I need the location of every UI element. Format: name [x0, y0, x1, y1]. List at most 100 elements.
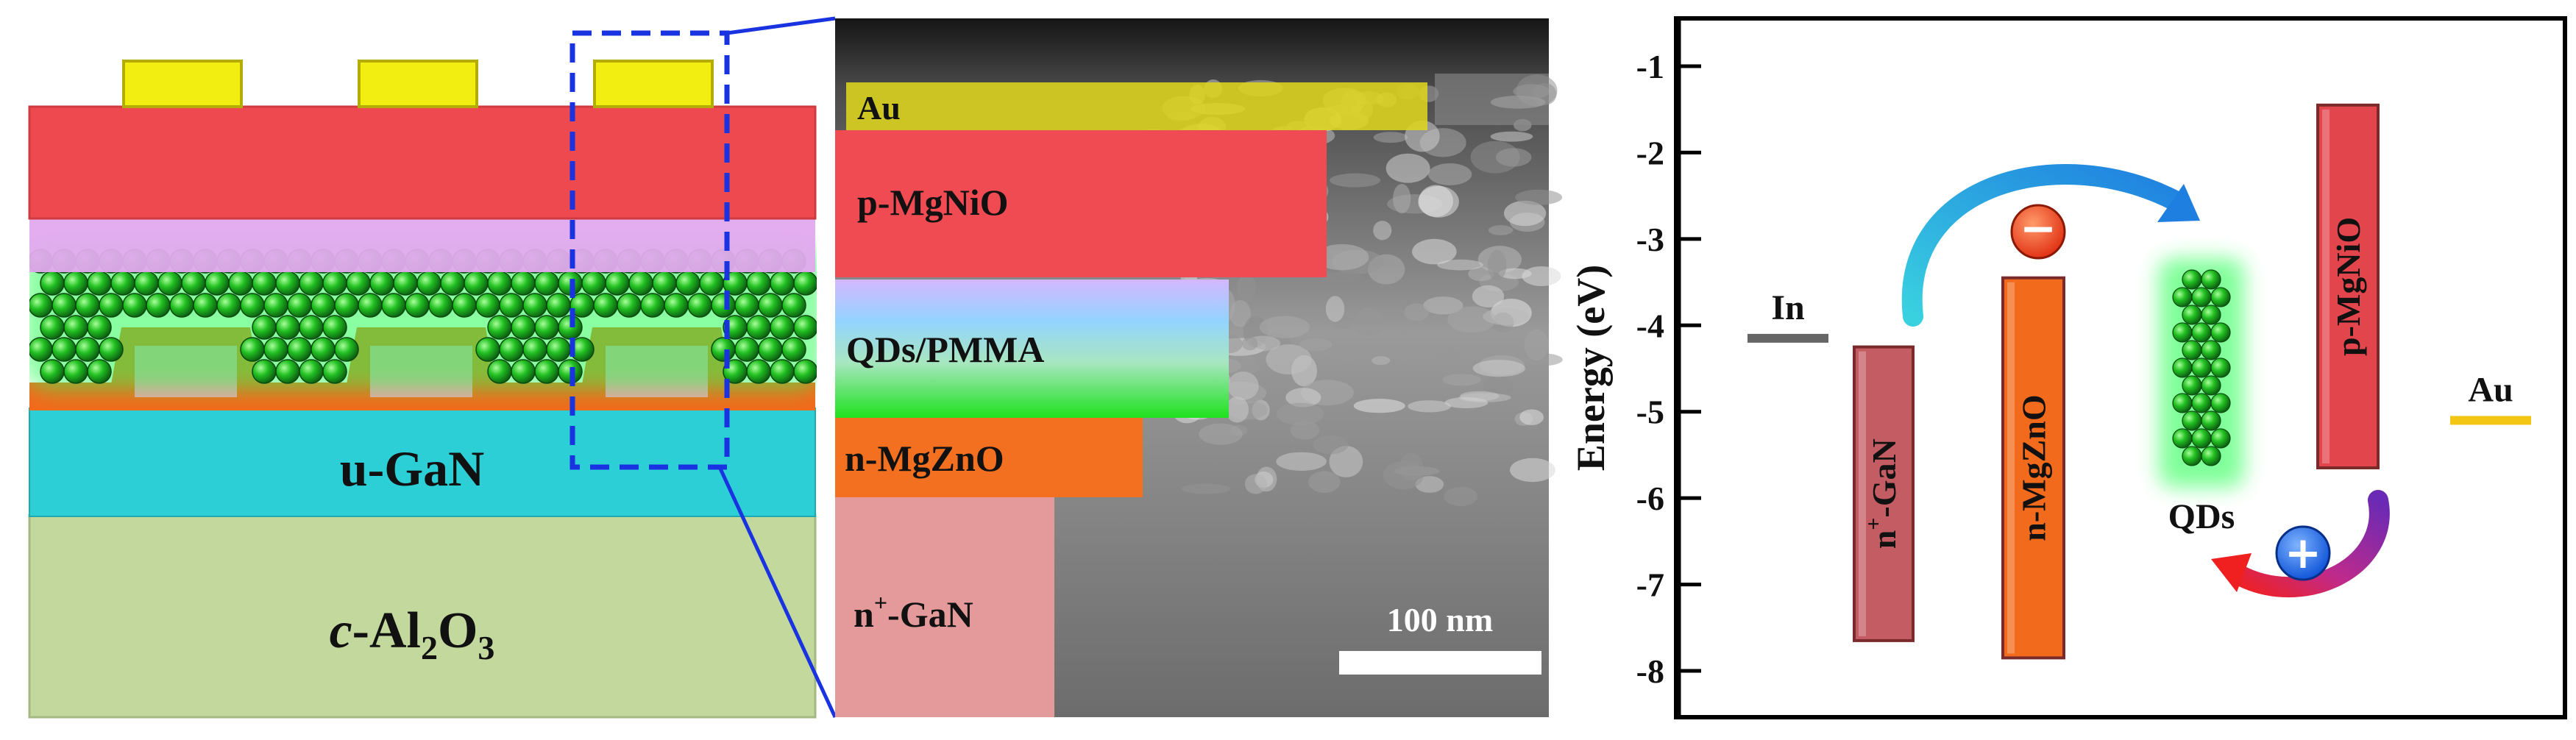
qd-dot: [758, 293, 783, 318]
sem-label-au: Au: [857, 89, 901, 127]
qd-dot: [475, 293, 500, 318]
sem-grain: [1447, 306, 1496, 333]
qd-dot: [487, 271, 512, 296]
electron-arrowhead: [2157, 184, 2200, 222]
scale-bar-label: 100 nm: [1387, 601, 1493, 638]
band-highlight: [2322, 109, 2330, 464]
sem-grain: [1276, 452, 1327, 471]
sem-grain: [1225, 396, 1249, 423]
qd-dot: [40, 315, 65, 340]
qd-dot: [2191, 322, 2212, 343]
sem-grain: [1308, 471, 1341, 493]
sem-grain: [1353, 399, 1405, 413]
level-label-qds: QDs: [2168, 497, 2235, 536]
qd-dot: [781, 337, 806, 362]
sem-grain: [1385, 153, 1430, 183]
qd-dot: [511, 271, 536, 296]
qd-dot: [181, 271, 206, 296]
band-n-mgzno: [2001, 276, 2065, 660]
sem-grain: [1259, 316, 1310, 338]
sem-grain: [1472, 360, 1525, 377]
qd-dot: [428, 293, 453, 318]
qd-dot: [2210, 287, 2231, 307]
qd-dot: [640, 293, 665, 318]
level-in: [1748, 333, 1828, 343]
sem-grain: [1313, 435, 1349, 455]
qd-dot: [393, 271, 418, 296]
qd-dot: [699, 271, 724, 296]
qd-dot: [440, 271, 465, 296]
qd-dot: [252, 359, 277, 384]
sem-grain: [1244, 474, 1267, 494]
qd-dot: [522, 293, 547, 318]
qd-dot: [711, 293, 736, 318]
qd-dot: [240, 337, 265, 362]
sem-grain: [1483, 307, 1530, 325]
qd-dot: [75, 293, 100, 318]
qd-dot: [63, 359, 88, 384]
qd-dot: [2191, 428, 2212, 449]
qd-dot: [299, 271, 324, 296]
qd-dot: [110, 271, 135, 296]
qd-dot: [746, 359, 771, 384]
au-contact-1: [122, 60, 243, 108]
qd-dot: [334, 293, 359, 318]
qd-dot: [275, 359, 300, 384]
qd-dot: [2182, 340, 2202, 360]
band-label-n-gan: n+-GaN: [1862, 438, 1903, 549]
y-axis-label: Energy (eV): [1569, 265, 1613, 471]
qd-dot: [29, 337, 53, 362]
y-tick-label: -5: [1636, 394, 1664, 431]
zoom-line-top: [726, 16, 836, 35]
energy-levels: In n+-GaN n-MgZnO QDs p-MgNiO Au: [1748, 103, 2531, 660]
qd-dot: [522, 337, 547, 362]
qd-dot: [2201, 269, 2221, 290]
qd-dot: [734, 293, 759, 318]
qd-dot: [346, 271, 371, 296]
y-tick-label: -8: [1636, 652, 1664, 690]
sem-label-qds-pmma: QDs/PMMA: [846, 329, 1044, 370]
sem-grain: [1444, 396, 1489, 409]
qd-dot: [770, 359, 795, 384]
sem-grain: [1236, 275, 1257, 299]
sem-label-n-mgzno: n-MgZnO: [845, 438, 1004, 479]
qd-dot: [452, 293, 477, 318]
qd-dot: [770, 271, 795, 296]
qd-dot: [146, 293, 171, 318]
y-tick-label: -3: [1636, 221, 1664, 258]
sem-grain: [1515, 189, 1563, 205]
qd-dot: [2201, 410, 2221, 431]
band-label-p-mgnio: p-MgNiO: [2330, 217, 2367, 356]
band-highlight: [1859, 351, 1866, 636]
y-tick-label: -1: [1636, 48, 1664, 85]
qd-dot: [487, 315, 512, 340]
qd-dot: [617, 293, 642, 318]
u-gan-label: u-GaN: [340, 441, 484, 497]
qd-dot: [581, 271, 606, 296]
qd-dot: [40, 359, 65, 384]
sem-grain: [1423, 296, 1463, 315]
device-schematic: u-GaN c-Al2O3: [28, 16, 837, 719]
qd-dot: [216, 293, 241, 318]
qd-dot: [322, 359, 347, 384]
hole-icon: [2275, 525, 2331, 581]
qd-dot: [593, 293, 618, 318]
hole-arrowhead: [2211, 553, 2252, 592]
sem-grain: [1404, 303, 1430, 321]
zoom-region-box: [570, 30, 730, 470]
qd-dot: [499, 337, 524, 362]
sem-grain: [1522, 266, 1561, 287]
sem-grain: [1383, 460, 1424, 490]
qd-dot: [99, 337, 124, 362]
sem-grain: [1444, 487, 1478, 507]
pmma-layer: [29, 217, 815, 272]
sem-grain: [1483, 375, 1514, 396]
substrate-label: c-Al2O3: [330, 602, 495, 666]
qd-dot: [711, 337, 736, 362]
sem-grain: [1299, 338, 1333, 352]
qd-dot: [664, 293, 689, 318]
sem-label-n-gan: n+-GaN: [854, 589, 973, 635]
qd-dot: [369, 271, 394, 296]
qd-dot: [122, 293, 147, 318]
